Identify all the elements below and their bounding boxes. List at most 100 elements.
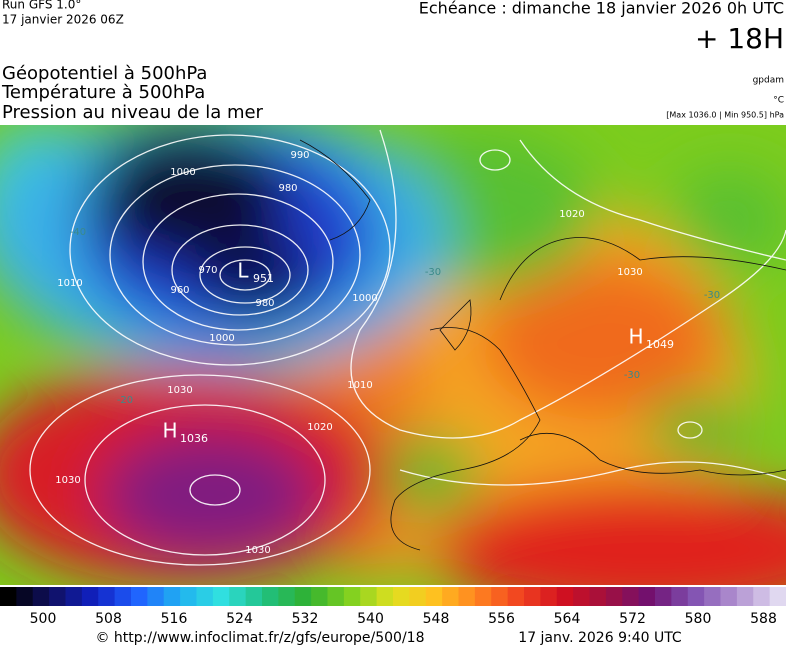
colorbar-swatch xyxy=(605,587,623,606)
colorbar-swatch xyxy=(180,587,197,606)
colorbar-swatch xyxy=(81,587,99,606)
colorbar-swatch xyxy=(704,587,721,606)
colorbar-swatch xyxy=(98,587,116,606)
isobar-label: 980 xyxy=(278,183,297,194)
colorbar-swatch xyxy=(556,587,574,606)
isobar-label: 1010 xyxy=(57,278,82,289)
colorbar-swatch xyxy=(589,587,607,606)
colorbar-swatch xyxy=(114,587,132,606)
center-value: 1036 xyxy=(180,432,208,445)
colorbar-swatch xyxy=(622,587,640,606)
field-name: Pression au niveau de la mer xyxy=(2,102,264,123)
isobar-label: 990 xyxy=(290,150,309,161)
temperature-label: -30 xyxy=(704,290,720,301)
colorbar-swatch xyxy=(278,587,296,606)
colorbar-swatch xyxy=(687,587,705,606)
colorbar-swatch xyxy=(638,587,656,606)
colorbar-label: 500 xyxy=(30,611,57,627)
colorbar xyxy=(0,587,786,606)
isobar-label: 1020 xyxy=(307,422,332,433)
isobar-label: 980 xyxy=(255,298,274,309)
isobar-label: 1000 xyxy=(170,167,195,178)
colorbar-swatch xyxy=(393,587,410,606)
colorbar-swatch xyxy=(131,587,148,606)
colorbar-swatch xyxy=(524,587,541,606)
colorbar-swatch xyxy=(343,587,361,606)
colorbar-label: 556 xyxy=(488,611,515,627)
isobar-label: 1000 xyxy=(209,333,234,344)
colorbar-swatch xyxy=(507,587,525,606)
colorbar-swatch xyxy=(425,587,443,606)
colorbar-swatch xyxy=(540,587,558,606)
unit-label: gpdam xyxy=(753,76,784,86)
center-value: 1049 xyxy=(646,338,674,351)
colorbar-swatch xyxy=(229,587,247,606)
colorbar-swatch xyxy=(409,587,427,606)
source-url: © http://www.infoclimat.fr/z/gfs/europe/… xyxy=(95,630,424,646)
run-label: Run GFS 1.0° xyxy=(2,0,81,12)
isobar-label: 1020 xyxy=(559,209,584,220)
colorbar-swatch xyxy=(655,587,672,606)
colorbar-swatch xyxy=(163,587,181,606)
temperature-label: -20 xyxy=(117,395,133,406)
colorbar-label: 572 xyxy=(619,611,646,627)
colorbar-swatch xyxy=(442,587,459,606)
colorbar-swatch xyxy=(147,587,165,606)
temperature-label: -30 xyxy=(425,267,441,278)
temperature-label: -30 xyxy=(624,370,640,381)
timestamp: 17 janv. 2026 9:40 UTC xyxy=(518,630,682,646)
unit-label: [Max 1036.0 | Min 950.5] hPa xyxy=(666,111,784,120)
colorbar-swatch xyxy=(0,587,17,606)
center-value: 951 xyxy=(253,272,274,285)
lead-time: + 18H xyxy=(695,22,784,55)
colorbar-swatch xyxy=(736,587,754,606)
colorbar-label: 564 xyxy=(554,611,581,627)
colorbar-label: 580 xyxy=(685,611,712,627)
colorbar-swatch xyxy=(32,587,50,606)
colorbar-label: 508 xyxy=(95,611,122,627)
colorbar-swatch xyxy=(491,587,509,606)
colorbar-swatch xyxy=(327,587,345,606)
colorbar-swatch xyxy=(720,587,738,606)
isobar-label: 1000 xyxy=(352,293,377,304)
colorbar-label: 588 xyxy=(750,611,777,627)
colorbar-swatch xyxy=(245,587,263,606)
valid-time: Echéance : dimanche 18 janvier 2026 0h U… xyxy=(419,0,784,18)
colorbar-label: 548 xyxy=(423,611,450,627)
field-name: Géopotentiel à 500hPa xyxy=(2,63,207,84)
colorbar-swatch xyxy=(294,587,312,606)
isobar-label: 1010 xyxy=(347,380,372,391)
colorbar-label: 516 xyxy=(161,611,188,627)
colorbar-swatch xyxy=(474,587,492,606)
center-letter: H xyxy=(628,325,643,349)
isobar-label: 1030 xyxy=(167,385,192,396)
isobar-label: 1030 xyxy=(55,475,80,486)
colorbar-label: 532 xyxy=(292,611,319,627)
colorbar-label: 524 xyxy=(226,611,253,627)
colorbar-swatch xyxy=(376,587,394,606)
field-name: Température à 500hPa xyxy=(1,82,205,103)
colorbar-swatch xyxy=(262,587,279,606)
colorbar-swatch xyxy=(573,587,590,606)
colorbar-swatch xyxy=(360,587,378,606)
colorbar-swatch xyxy=(311,587,328,606)
isobar-label: 970 xyxy=(198,265,217,276)
unit-label: °C xyxy=(773,96,784,106)
colorbar-swatch xyxy=(16,587,34,606)
isobar-label: 1030 xyxy=(245,545,270,556)
colorbar-swatch xyxy=(196,587,214,606)
colorbar-label: 540 xyxy=(357,611,384,627)
center-letter: H xyxy=(162,419,177,443)
colorbar-swatch xyxy=(65,587,83,606)
run-date: 17 janvier 2026 06Z xyxy=(2,13,124,27)
temperature-label: -40 xyxy=(70,227,86,238)
isobar-label: 1030 xyxy=(617,267,642,278)
colorbar-swatch xyxy=(458,587,476,606)
map xyxy=(0,125,786,585)
colorbar-swatch xyxy=(753,587,771,606)
colorbar-swatch xyxy=(671,587,689,606)
isobar-label: 960 xyxy=(170,285,189,296)
colorbar-swatch xyxy=(212,587,230,606)
